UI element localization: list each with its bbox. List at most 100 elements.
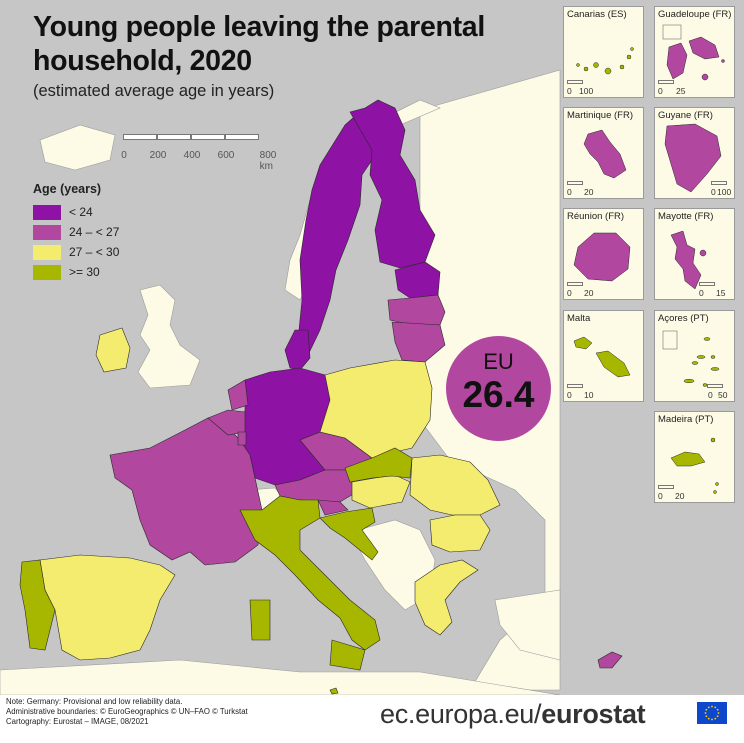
inset-scale-start: 0 (708, 390, 713, 400)
region-luxembourg (237, 431, 247, 446)
region-slovenia (317, 499, 349, 516)
legend-label: >= 30 (69, 265, 100, 279)
inset-scale-end: 20 (584, 288, 594, 298)
inset-name: Madeira (PT) (658, 414, 714, 425)
inset-name: Malta (567, 313, 591, 324)
map-title: Young people leaving the parental househ… (33, 10, 485, 78)
legend-item: >= 30 (33, 262, 119, 282)
region-poland (319, 359, 433, 459)
legend: Age (years) < 24 24 – < 27 27 – < 30 >= … (33, 182, 119, 282)
url-plain: ec.europa.eu/ (380, 699, 542, 729)
inset-scale-bar (658, 485, 674, 489)
region-cyprus (597, 651, 623, 669)
legend-item: 24 – < 27 (33, 222, 119, 242)
inset-canarias: Canarias (ES) 0 100 (563, 6, 644, 98)
inset-martinique-shape (583, 129, 627, 179)
inset-malta-shape (573, 336, 631, 378)
inset-martinique: Martinique (FR) 0 20 (563, 107, 644, 199)
footer-notes: Note: Germany: Provisional and low relia… (6, 697, 248, 727)
inset-scale-start: 0 (567, 390, 572, 400)
eu-label: EU (483, 349, 514, 374)
map-subtitle: (estimated average age in years) (33, 82, 275, 100)
region-belgium (207, 409, 246, 436)
eu-flag-icon (697, 702, 727, 724)
scale-label-400: 400 (183, 150, 201, 161)
inset-name: Réunion (FR) (567, 211, 625, 222)
inset-reunion: Réunion (FR) 0 20 (563, 208, 644, 300)
inset-scale-end: 20 (675, 491, 685, 501)
inset-scale-end: 100 (579, 86, 594, 96)
scale-segment-4 (225, 134, 259, 140)
title-line-1: Young people leaving the parental (33, 11, 485, 43)
inset-scale-start: 0 (567, 86, 572, 96)
inset-name: Guadeloupe (FR) (658, 9, 732, 20)
scale-label-800: 800 km (259, 150, 277, 172)
inset-scale-bar (707, 384, 723, 388)
region-germany (239, 367, 336, 486)
region-italy (239, 495, 381, 671)
land-uk (137, 284, 201, 389)
inset-mayotte-shape (670, 230, 707, 290)
inset-scale-bar (699, 282, 715, 286)
inset-scale-start: 0 (658, 86, 663, 96)
eu-average-badge: EU 26.4 (446, 336, 551, 441)
inset-acores-shape (662, 330, 720, 387)
inset-scale-bar (567, 384, 583, 388)
scale-label-600: 600 (217, 150, 235, 161)
inset-scale-start: 0 (567, 187, 572, 197)
inset-acores: Açores (PT) 0 50 (654, 310, 735, 402)
inset-name: Mayotte (FR) (658, 211, 714, 222)
footer-note-germany: Note: Germany: Provisional and low relia… (6, 697, 183, 706)
region-ireland (95, 327, 131, 373)
legend-label: 27 – < 30 (69, 245, 120, 259)
land-north-africa (0, 659, 561, 695)
inset-guyane-shape (655, 122, 734, 198)
inset-scale-bar (567, 181, 583, 185)
eurostat-url[interactable]: ec.europa.eu/eurostat (380, 699, 646, 730)
inset-mayotte: Mayotte (FR) 0 15 (654, 208, 735, 300)
region-greece (414, 559, 479, 636)
inset-scale-bar (567, 80, 583, 84)
inset-scale-start: 0 (567, 288, 572, 298)
inset-scale-end: 25 (676, 86, 686, 96)
inset-name: Guyane (FR) (658, 110, 713, 121)
region-finland (349, 99, 436, 269)
inset-scale-end: 20 (584, 187, 594, 197)
inset-name: Martinique (FR) (567, 110, 633, 121)
inset-scale-end: 100 (717, 187, 732, 197)
legend-swatch (33, 224, 61, 240)
legend-label: < 24 (69, 205, 93, 219)
region-denmark (284, 329, 311, 371)
region-croatia (319, 507, 379, 561)
inset-reunion-shape (573, 232, 631, 282)
inset-guadeloupe: Guadeloupe (FR) 0 25 (654, 6, 735, 98)
inset-scale-end: 10 (584, 390, 594, 400)
inset-guyane: Guyane (FR) 0 100 (654, 107, 735, 199)
inset-scale-start: 0 (658, 491, 663, 501)
region-netherlands (227, 379, 249, 411)
region-portugal (19, 559, 56, 651)
legend-label: 24 – < 27 (69, 225, 120, 239)
inset-scale-bar (711, 181, 727, 185)
region-latvia (387, 294, 446, 326)
land-iceland (39, 124, 116, 171)
inset-scale-bar (567, 282, 583, 286)
inset-guadeloupe-shape (662, 24, 725, 81)
inset-name: Açores (PT) (658, 313, 709, 324)
inset-scale-end: 15 (716, 288, 726, 298)
title-line-2: household, 2020 (33, 45, 252, 77)
footer-note-boundaries: Administrative boundaries: © EuroGeograp… (6, 707, 248, 716)
scale-segment-3 (191, 134, 225, 140)
scale-label-0: 0 (121, 150, 127, 161)
inset-scale-start: 0 (711, 187, 716, 197)
legend-title: Age (years) (33, 182, 102, 196)
legend-swatch (33, 244, 61, 260)
inset-madeira-shape (670, 437, 719, 494)
legend-item: < 24 (33, 202, 119, 222)
scale-segment-2 (157, 134, 191, 140)
footer-note-cartography: Cartography: Eurostat – IMAGE, 08/2021 (6, 717, 149, 726)
region-romania (409, 454, 501, 516)
inset-scale-bar (658, 80, 674, 84)
inset-madeira: Madeira (PT) 0 20 (654, 411, 735, 503)
scale-segment-1 (123, 134, 157, 140)
